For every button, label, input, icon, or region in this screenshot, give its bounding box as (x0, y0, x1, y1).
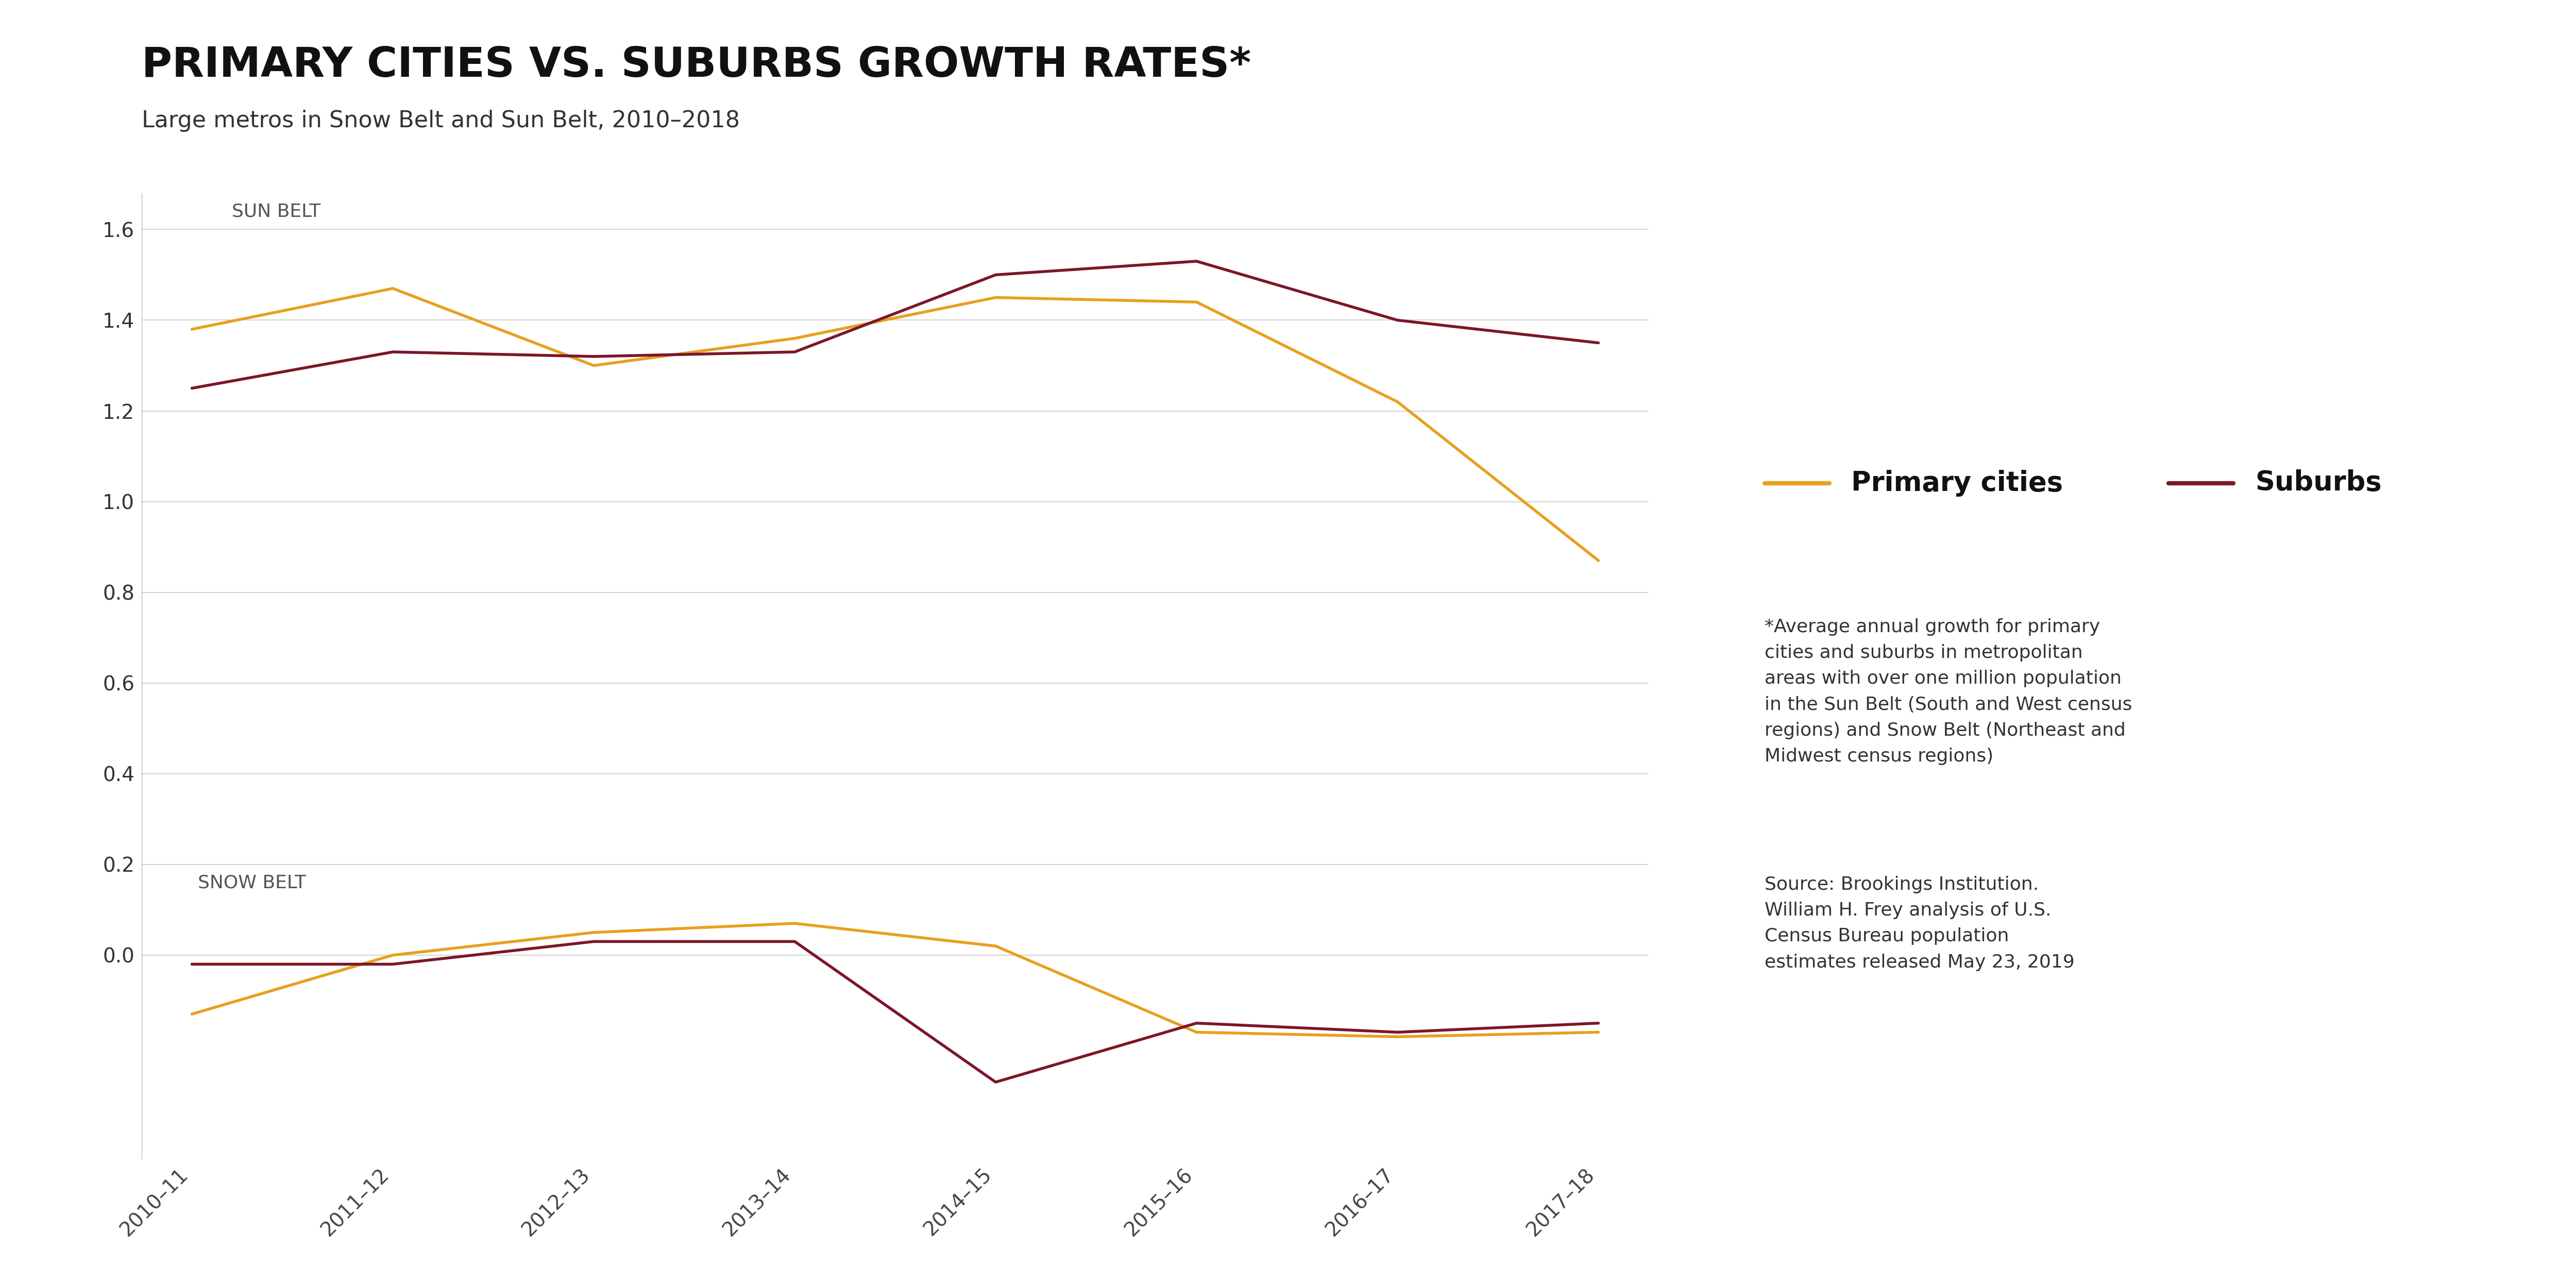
Text: Primary cities: Primary cities (1852, 470, 2063, 496)
Text: *Average annual growth for primary
cities and suburbs in metropolitan
areas with: *Average annual growth for primary citie… (1765, 618, 2133, 765)
Text: PRIMARY CITIES VS. SUBURBS GROWTH RATES*: PRIMARY CITIES VS. SUBURBS GROWTH RATES* (142, 45, 1252, 85)
Text: Source: Brookings Institution.
William H. Frey analysis of U.S.
Census Bureau po: Source: Brookings Institution. William H… (1765, 876, 2074, 971)
Text: Suburbs: Suburbs (2254, 470, 2383, 496)
Text: Large metros in Snow Belt and Sun Belt, 2010–2018: Large metros in Snow Belt and Sun Belt, … (142, 109, 739, 131)
Text: SNOW BELT: SNOW BELT (198, 875, 307, 891)
Text: SUN BELT: SUN BELT (232, 204, 319, 220)
